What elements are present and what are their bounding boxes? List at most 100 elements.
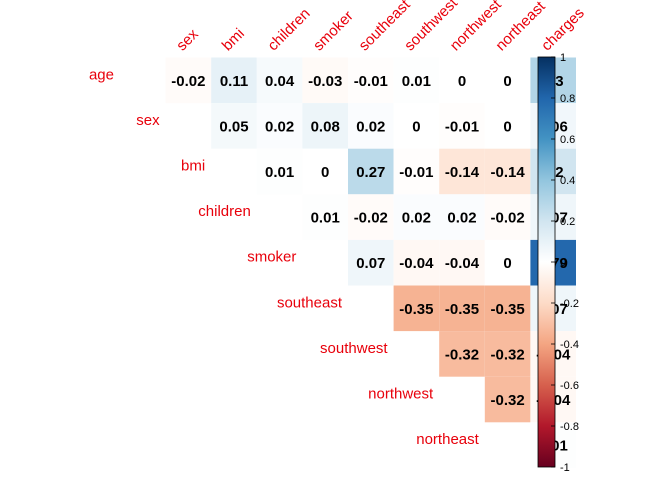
cell-smoker-northeast (484, 239, 531, 286)
cell-children-northwest (439, 194, 485, 240)
value-sex-northeast: 0 (503, 118, 511, 135)
cell-smoker-southeast (348, 239, 394, 286)
cell-bmi-smoker (302, 148, 348, 195)
cell-sex-bmi (211, 103, 257, 149)
value-bmi-northeast: -0.14 (490, 164, 525, 181)
cell-smoker-northwest (439, 239, 485, 286)
value-smoker-northeast: 0 (503, 255, 511, 272)
value-sex-children: 0.02 (265, 118, 294, 135)
cell-bmi-southeast (348, 148, 394, 195)
legend-tick-label: 0.6 (560, 134, 575, 146)
value-age-northwest: 0 (458, 73, 466, 90)
value-sex-southwest: 0 (412, 118, 420, 135)
cell-sex-southeast (348, 103, 394, 149)
value-age-southwest: 0.01 (402, 73, 431, 90)
value-sex-bmi: 0.05 (219, 118, 248, 135)
value-age-sex: -0.02 (171, 73, 205, 90)
value-age-children: 0.04 (265, 73, 295, 90)
row-label-southwest: southwest (320, 340, 388, 357)
legend-tick-label: 0.4 (560, 175, 575, 187)
value-bmi-southwest: -0.01 (399, 164, 433, 181)
legend-tick-label: -0.8 (560, 421, 579, 433)
cell-children-southeast (348, 194, 394, 240)
color-legend: 1 0.8 0.6 0.4 0.2 0 -0.2 -0.4 -0.6 -0.8 -1 (537, 52, 579, 474)
cell-northwest-northeast (484, 376, 531, 423)
row-label-smoker: smoker (247, 249, 296, 266)
value-age-northeast: 0 (503, 73, 511, 90)
cell-age-northwest (439, 57, 485, 104)
cell-children-northeast (484, 194, 531, 240)
value-smoker-southeast: 0.07 (356, 255, 385, 272)
cell-age-children (256, 57, 303, 104)
row-label-bmi: bmi (181, 158, 205, 175)
value-smoker-southwest: -0.04 (399, 255, 434, 272)
cell-age-northeast (484, 57, 531, 104)
legend-tick-label: 0.8 (560, 93, 575, 105)
value-southeast-southwest: -0.35 (399, 301, 433, 318)
legend-tick-label: -0.6 (560, 380, 579, 392)
cell-bmi-northeast (484, 148, 531, 195)
legend-tick-label: 1 (560, 52, 566, 64)
value-sex-southeast: 0.02 (356, 118, 385, 135)
value-smoker-northwest: -0.04 (445, 255, 480, 272)
legend-tick-label: 0 (560, 257, 566, 269)
row-label-northeast: northeast (416, 431, 479, 448)
cell-smoker-southwest (393, 239, 440, 286)
row-label-sex: sex (136, 112, 160, 129)
col-label-sex: sex (173, 25, 202, 54)
value-bmi-southeast: 0.27 (356, 164, 385, 181)
value-age-smoker: -0.03 (308, 73, 342, 90)
value-bmi-northwest: -0.14 (445, 164, 480, 181)
cell-southeast-northwest (439, 285, 485, 332)
row-label-age: age (89, 66, 114, 83)
value-southeast-northeast: -0.35 (490, 301, 524, 318)
legend-tick-label: -0.4 (560, 339, 579, 351)
cell-age-bmi (211, 57, 257, 104)
value-age-southeast: -0.01 (354, 73, 388, 90)
value-northwest-northeast: -0.32 (490, 392, 524, 409)
cell-sex-northwest (439, 103, 485, 149)
value-sex-northwest: -0.01 (445, 118, 479, 135)
cell-sex-northeast (484, 103, 531, 149)
cell-age-southwest (393, 57, 440, 104)
cell-sex-children (256, 103, 303, 149)
value-children-northeast: -0.02 (490, 210, 524, 227)
cell-southwest-northeast (484, 331, 531, 377)
value-southwest-northwest: -0.32 (445, 346, 479, 363)
col-label-bmi: bmi (219, 25, 248, 54)
value-southwest-northeast: -0.32 (490, 346, 524, 363)
cell-sex-smoker (302, 103, 348, 149)
value-children-northwest: 0.02 (447, 210, 476, 227)
cell-children-southwest (393, 194, 440, 240)
row-label-northwest: northwest (368, 386, 434, 403)
cell-age-sex (165, 57, 212, 104)
row-label-southeast: southeast (277, 294, 343, 311)
value-bmi-children: 0.01 (265, 164, 294, 181)
legend-tick-label: -1 (560, 462, 570, 474)
cell-southwest-northwest (439, 331, 485, 377)
legend-ticks: 1 0.8 0.6 0.4 0.2 0 -0.2 -0.4 -0.6 -0.8 -1 (551, 52, 579, 474)
value-bmi-smoker: 0 (321, 164, 329, 181)
col-label-smoker: smoker (310, 8, 357, 55)
legend-tick-label: 0.2 (560, 216, 575, 228)
value-children-smoker: 0.01 (311, 210, 340, 227)
cell-bmi-children (256, 148, 303, 195)
cell-sex-southwest (393, 103, 440, 149)
cell-southeast-southwest (393, 285, 440, 332)
cell-age-southeast (348, 57, 394, 104)
cell-children-smoker (302, 194, 348, 240)
value-sex-smoker: 0.08 (311, 118, 340, 135)
value-children-southeast: -0.02 (354, 210, 388, 227)
row-labels: age sex bmi children smoker southeast southwes… (89, 66, 480, 448)
cell-age-smoker (302, 57, 348, 104)
cell-bmi-northwest (439, 148, 485, 195)
column-labels: sex bmi childrensmokersoutheastsouthwestno… (173, 0, 588, 54)
cell-southeast-northeast (484, 285, 531, 332)
legend-tick-label: -0.2 (560, 298, 579, 310)
row-label-children: children (198, 203, 251, 220)
value-southeast-northwest: -0.35 (445, 301, 479, 318)
cell-bmi-southwest (393, 148, 440, 195)
value-children-southwest: 0.02 (402, 210, 431, 227)
col-label-children: children (264, 5, 313, 54)
